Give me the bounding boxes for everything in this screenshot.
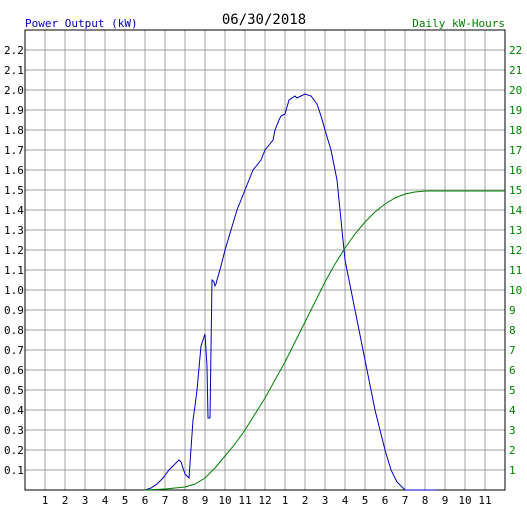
x-tick-label: 1	[282, 494, 289, 507]
y-right-tick-label: 13	[509, 224, 522, 237]
y-left-tick-label: 2.1	[4, 64, 24, 77]
y-right-tick-label: 19	[509, 104, 522, 117]
y-right-tick-label: 14	[509, 204, 523, 217]
x-tick-label: 4	[102, 494, 109, 507]
x-tick-label: 4	[342, 494, 349, 507]
x-tick-label: 6	[382, 494, 389, 507]
x-tick-label: 8	[422, 494, 429, 507]
x-tick-label: 6	[142, 494, 149, 507]
y-left-tick-label: 1.1	[4, 264, 24, 277]
x-tick-label: 9	[442, 494, 449, 507]
y-left-tick-label: 0.2	[4, 444, 24, 457]
y-left-tick-label: 1.4	[4, 204, 24, 217]
x-tick-label: 7	[402, 494, 409, 507]
y-left-tick-label: 1.9	[4, 104, 24, 117]
y-left-tick-label: 0.4	[4, 404, 24, 417]
y-left-tick-label: 2.2	[4, 44, 24, 57]
left-axis-label: Power Output (kW)	[25, 17, 138, 30]
y-left-tick-label: 0.9	[4, 304, 24, 317]
y-left-tick-label: 2.0	[4, 84, 24, 97]
x-tick-label: 2	[302, 494, 309, 507]
y-right-tick-label: 11	[509, 264, 522, 277]
x-tick-label: 5	[122, 494, 129, 507]
x-tick-label: 11	[478, 494, 491, 507]
y-left-tick-label: 1.8	[4, 124, 24, 137]
y-left-tick-label: 0.5	[4, 384, 24, 397]
y-right-tick-label: 6	[509, 364, 516, 377]
y-right-tick-label: 21	[509, 64, 522, 77]
y-left-tick-label: 0.8	[4, 324, 24, 337]
y-left-tick-label: 1.6	[4, 164, 24, 177]
x-tick-label: 2	[62, 494, 69, 507]
y-right-tick-label: 12	[509, 244, 522, 257]
x-tick-label: 8	[182, 494, 189, 507]
x-tick-label: 1	[42, 494, 49, 507]
x-tick-label: 7	[162, 494, 169, 507]
daily-kwh-line	[144, 190, 505, 491]
y-left-tick-label: 0.6	[4, 364, 24, 377]
y-right-tick-label: 2	[509, 444, 516, 457]
y-left-tick-label: 0.3	[4, 424, 24, 437]
y-right-tick-label: 15	[509, 184, 522, 197]
x-tick-label: 12	[258, 494, 271, 507]
y-left-tick-label: 1.3	[4, 224, 24, 237]
right-axis-label: Daily kW-Hours	[412, 17, 505, 30]
series	[144, 93, 505, 491]
y-left-tick-label: 1.5	[4, 184, 24, 197]
x-tick-label: 3	[322, 494, 329, 507]
y-right-tick-label: 4	[509, 404, 516, 417]
power-output-line	[144, 93, 437, 491]
x-tick-label: 10	[458, 494, 471, 507]
y-right-tick-label: 5	[509, 384, 516, 397]
y-left-tick-label: 0.1	[4, 464, 24, 477]
y-right-tick-label: 16	[509, 164, 522, 177]
y-right-tick-label: 18	[509, 124, 522, 137]
y-right-tick-label: 17	[509, 144, 522, 157]
y-right-tick-label: 10	[509, 284, 522, 297]
y-right-tick-label: 3	[509, 424, 516, 437]
x-tick-label: 5	[362, 494, 369, 507]
y-right-tick-label: 7	[509, 344, 516, 357]
plot-frame	[24, 29, 506, 491]
y-left-tick-label: 1.2	[4, 244, 24, 257]
grid	[25, 30, 505, 490]
y-right-tick-label: 9	[509, 304, 516, 317]
y-left-tick-label: 1.0	[4, 284, 24, 297]
y-right-tick-label: 20	[509, 84, 522, 97]
y-left-tick-label: 0.7	[4, 344, 24, 357]
tick-labels: 1 2 3 4 5 6 7 8 9 10 11 12 1 2 3 4 5 6 7 8 9 10 110.10.20.30.4…	[4, 44, 523, 507]
x-tick-label: 10	[218, 494, 231, 507]
y-right-tick-label: 1	[509, 464, 516, 477]
chart-title: 06/30/2018	[222, 12, 306, 28]
x-tick-label: 3	[82, 494, 89, 507]
y-left-tick-label: 1.7	[4, 144, 24, 157]
y-right-tick-label: 22	[509, 44, 522, 57]
axes	[24, 29, 506, 491]
y-right-tick-label: 8	[509, 324, 516, 337]
x-tick-label: 11	[238, 494, 251, 507]
x-tick-label: 9	[202, 494, 209, 507]
